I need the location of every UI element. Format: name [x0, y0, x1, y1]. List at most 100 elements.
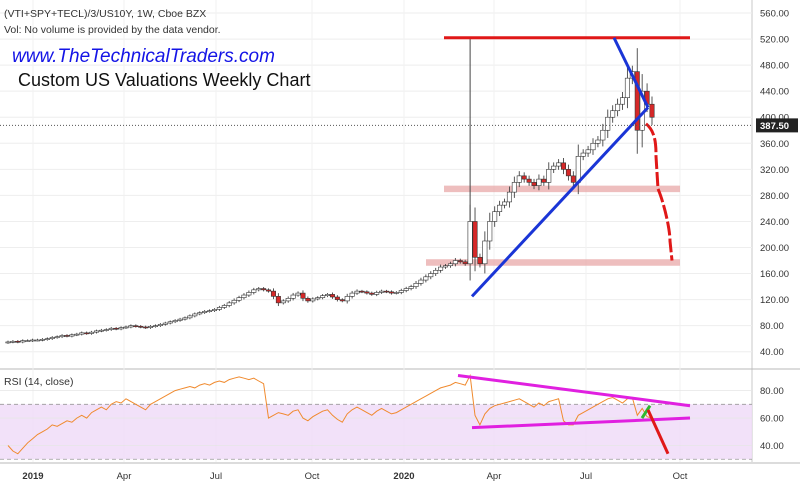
candle-body [393, 292, 399, 294]
price-candle [556, 159, 562, 170]
candle-body [280, 300, 286, 304]
candle-body [59, 335, 65, 338]
triangle-upper-line [612, 37, 650, 109]
candle-body [615, 103, 621, 112]
candle-body [369, 292, 375, 295]
candle-body [34, 339, 40, 342]
candle-body [10, 340, 16, 343]
candle-body [256, 288, 262, 291]
price-candle [388, 290, 394, 295]
price-candle [443, 263, 449, 269]
candle-body [84, 332, 90, 335]
candle-body [172, 320, 178, 323]
price-candle [428, 271, 434, 280]
price-candle [226, 301, 232, 308]
price-candle [536, 174, 542, 191]
candle-body [379, 290, 385, 293]
price-candle [275, 293, 281, 307]
price-candle [521, 172, 527, 183]
price-tick-label: 80.00 [760, 321, 784, 332]
price-candle [187, 314, 193, 320]
price-candle [477, 253, 483, 268]
candle-body [44, 338, 50, 340]
price-candle [143, 325, 149, 329]
candle-body [133, 325, 139, 327]
price-candle [359, 289, 365, 294]
price-candle [374, 290, 380, 297]
candle-body [354, 290, 360, 294]
price-candle [418, 277, 424, 286]
candle-body [546, 169, 552, 183]
candle-body [266, 289, 272, 292]
price-candle [511, 176, 517, 198]
price-candle [256, 287, 262, 292]
candle-body [295, 292, 301, 296]
price-candle [290, 292, 296, 301]
price-tick-label: 400.00 [760, 113, 789, 124]
price-candle [246, 290, 252, 297]
candle-body [152, 325, 158, 327]
candle-body [192, 313, 198, 317]
price-candle [162, 321, 168, 326]
candle-body [418, 279, 424, 284]
candle-body [649, 103, 655, 118]
candle-body [472, 221, 478, 258]
price-candle [93, 329, 99, 334]
price-candle [393, 291, 399, 295]
price-candle [241, 293, 247, 300]
candle-body [497, 204, 503, 212]
price-candle [610, 105, 616, 123]
time-tick-label: Jul [210, 471, 222, 482]
time-tick-label: Apr [487, 471, 502, 482]
price-candle [305, 296, 311, 303]
price-tick-label: 440.00 [760, 87, 789, 98]
candle-body [388, 291, 394, 294]
candle-body [521, 175, 527, 180]
price-candle [202, 310, 208, 314]
price-candle [354, 289, 360, 295]
rsi-projection-line [646, 409, 670, 455]
candle-body [98, 329, 104, 332]
candle-body [384, 290, 390, 293]
price-candle [541, 175, 547, 186]
price-candle [398, 288, 404, 295]
price-candle [15, 339, 21, 344]
candle-body [128, 325, 134, 328]
candle-body [15, 340, 21, 343]
price-candle [192, 312, 198, 318]
candle-body [526, 178, 532, 183]
candle-body [334, 296, 340, 300]
price-tick-label: 200.00 [760, 243, 789, 254]
candle-body [403, 288, 409, 291]
price-candle [595, 136, 601, 148]
price-candle [561, 158, 567, 175]
candle-body [374, 292, 380, 295]
price-candle [113, 326, 119, 331]
candle-body [502, 201, 508, 206]
price-candle [408, 284, 414, 291]
price-candle [551, 162, 557, 174]
candle-body [511, 182, 517, 193]
price-candle [197, 311, 203, 316]
price-candle [447, 261, 453, 268]
candle-body [590, 142, 596, 151]
price-zone [426, 259, 680, 266]
price-candle [49, 336, 55, 340]
price-candle [502, 198, 508, 209]
price-candle [98, 328, 104, 333]
price-candle [497, 200, 503, 217]
price-candle [315, 296, 321, 301]
price-candle [516, 171, 522, 188]
price-candle [231, 298, 237, 305]
price-candle [89, 330, 95, 335]
price-candle [310, 297, 316, 303]
candle-body [565, 169, 571, 177]
candle-body [157, 324, 163, 326]
price-candle [44, 337, 50, 341]
candle-body [182, 317, 188, 320]
candle-body [315, 297, 321, 300]
candle-body [610, 110, 616, 118]
price-tick-label: 520.00 [760, 35, 789, 46]
candle-body [551, 165, 557, 170]
